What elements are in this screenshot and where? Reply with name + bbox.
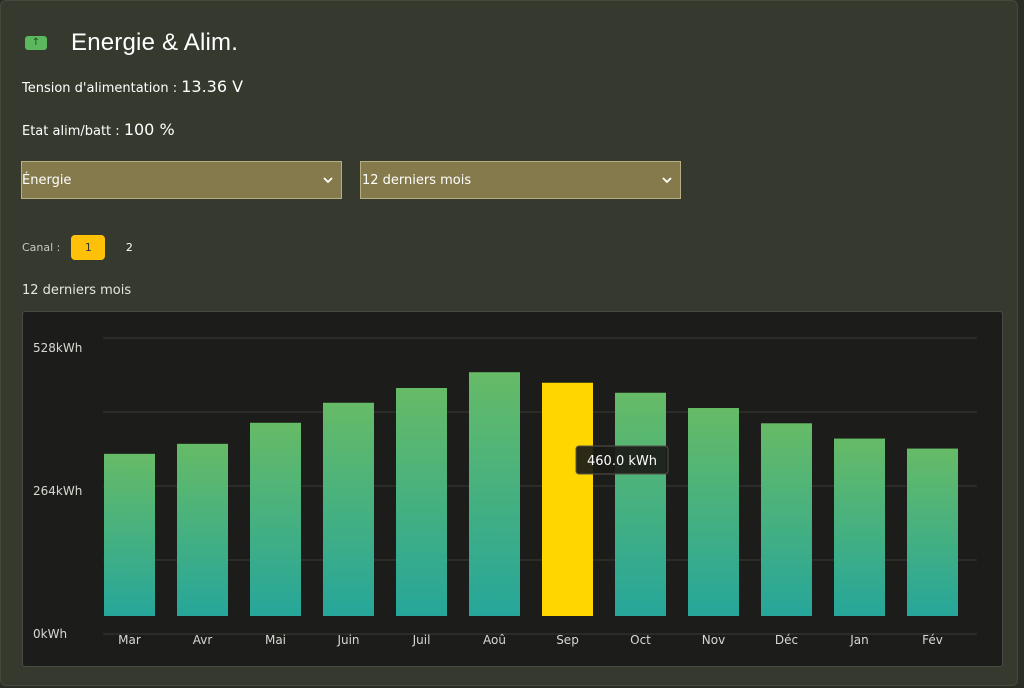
x-tick-label: Mai xyxy=(265,633,286,647)
x-tick-label: Mar xyxy=(118,633,141,647)
battery-state-value: 100 % xyxy=(123,120,175,139)
chevron-down-icon xyxy=(323,177,333,184)
canal-selector: Canal : 1 2 xyxy=(22,235,146,260)
bar-Mar[interactable] xyxy=(104,453,155,616)
x-tick-label: Juin xyxy=(336,633,359,647)
bar-Oct[interactable] xyxy=(615,392,666,616)
y-tick-label: 0kWh xyxy=(33,627,67,641)
voltage-separator: : xyxy=(168,81,182,96)
tooltip-value: 460.0 kWh xyxy=(587,454,657,469)
metric-select-value: Énergie xyxy=(22,172,72,188)
bar-Nov[interactable] xyxy=(688,408,739,616)
canal-label: Canal : xyxy=(22,241,61,254)
x-tick-label: Oct xyxy=(630,633,651,647)
period-select[interactable]: 12 derniers mois xyxy=(360,161,681,199)
bar-Avr[interactable] xyxy=(177,443,228,616)
battery-state-stat: Etat alim/batt : 100 % xyxy=(22,120,175,139)
bar-Juil[interactable] xyxy=(396,388,447,616)
x-tick-label: Nov xyxy=(702,633,725,647)
x-tick-label: Aoû xyxy=(483,633,506,647)
battery-state-separator: : xyxy=(111,124,124,139)
bar-Juin[interactable] xyxy=(323,402,374,616)
battery-up-icon: ↑ xyxy=(25,36,47,50)
bar-Sep[interactable] xyxy=(542,382,593,616)
chevron-down-icon xyxy=(662,177,672,184)
bar-Jan[interactable] xyxy=(834,438,885,616)
metric-select[interactable]: Énergie xyxy=(21,161,342,199)
panel-header: ↑ Energie & Alim. xyxy=(25,29,238,57)
voltage-value: 13.36 V xyxy=(181,77,244,96)
bar-Déc[interactable] xyxy=(761,423,812,616)
x-tick-label: Juil xyxy=(412,633,431,647)
x-tick-label: Fév xyxy=(922,633,943,647)
bar-Aoû[interactable] xyxy=(469,372,520,616)
chart-period-label: 12 derniers mois xyxy=(22,283,132,298)
voltage-label: Tension d'alimentation xyxy=(22,81,169,96)
bar-Fév[interactable] xyxy=(907,448,958,616)
x-tick-label: Avr xyxy=(193,633,213,647)
bar-Mai[interactable] xyxy=(250,422,301,616)
bar-tooltip: 460.0 kWh xyxy=(575,445,669,475)
tooltip-background xyxy=(575,445,669,475)
period-select-value: 12 derniers mois xyxy=(362,172,472,188)
y-tick-label: 264kWh xyxy=(33,484,82,498)
voltage-stat: Tension d'alimentation : 13.36 V xyxy=(22,77,243,96)
battery-state-label: Etat alim/batt xyxy=(22,124,112,139)
x-tick-label: Déc xyxy=(775,633,798,647)
x-tick-label: Sep xyxy=(556,633,579,647)
canal-button-1[interactable]: 1 xyxy=(71,235,106,260)
energy-chart: 528kWh 264kWh 0kWh Mar Avr Mai Juin Juil Aoû Sep… xyxy=(22,311,1003,667)
canal-button-2[interactable]: 2 xyxy=(125,241,133,254)
energy-bar-chart: 528kWh 264kWh 0kWh Mar Avr Mai Juin Juil Aoû Sep… xyxy=(33,337,977,647)
x-tick-label: Jan xyxy=(849,633,869,647)
panel-title: Energie & Alim. xyxy=(71,29,239,56)
y-tick-label: 528kWh xyxy=(33,341,82,355)
